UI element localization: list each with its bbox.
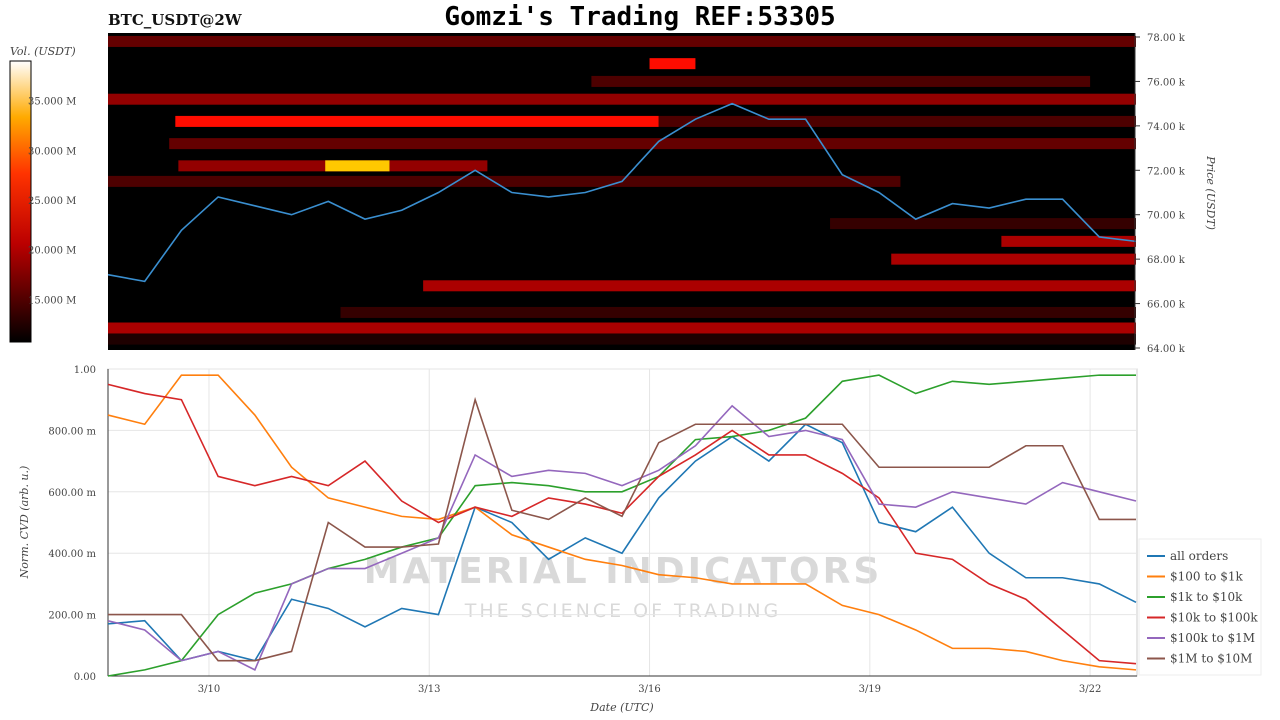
cvd-tick-label: 200.00 m [48,611,96,622]
cvd-line-4 [107,404,1137,671]
heatmap-band [1001,235,1136,247]
price-axis-label: Price (USDT) [1204,155,1217,230]
cvd-line-0 [107,423,1137,662]
price-tick-label: 70.00 k [1147,211,1186,222]
heatmap-band [591,75,1091,87]
price-tick-label: 64.00 k [1147,344,1186,355]
legend-label: all orders [1170,549,1228,563]
cvd-plot-frame [107,368,1138,677]
price-tick-label: 76.00 k [1147,77,1186,88]
heatmap-band [830,218,1136,230]
heatmap-band [649,58,696,70]
watermark-logo: MATERIAL INDICATORS THE SCIENCE OF TRADI… [364,551,883,622]
watermark-line2: THE SCIENCE OF TRADING [464,600,782,622]
colorbar-tick-label: 20.000 M [28,246,76,257]
legend-label: $10k to $100k [1170,611,1258,625]
colorbar [9,60,32,343]
watermark-line1: MATERIAL INDICATORS [364,551,883,592]
colorbar-tick-label: 15.000 M [28,295,76,306]
heatmap-band [175,115,659,127]
colorbar-label: Vol. (USDT) [10,45,76,58]
price-tick-label: 66.00 k [1147,300,1186,311]
legend-label: $1k to $10k [1170,590,1243,604]
heatmap-band [108,93,1136,105]
cvd-tick-label: 800.00 m [48,426,96,437]
cvd-line-3 [107,383,1137,665]
heatmap-band [658,115,1136,127]
cvd-tick-label: 1.00 [74,365,96,376]
date-tick-label: 3/19 [859,684,881,695]
date-axis-label: Date (UTC) [589,701,653,714]
symbol-label: BTC_USDT@2W [108,11,243,29]
price-tick-label: 68.00 k [1147,255,1186,266]
price-tick-label: 78.00 k [1147,33,1186,44]
chart-title: Gomzi's Trading REF:53305 [444,2,835,32]
colorbar-tick-label: 35.000 M [28,97,76,108]
heatmap-band [108,322,1136,334]
cvd-line-1 [107,374,1137,671]
price-tick-label: 72.00 k [1147,166,1186,177]
heatmap-band [340,306,1136,318]
heatmap-band [891,253,1136,265]
heatmap-band [169,138,1136,150]
heatmap-band [108,175,901,187]
cvd-tick-label: 0.00 [74,672,96,683]
cvd-tick-label: 600.00 m [48,488,96,499]
date-tick-label: 3/10 [198,684,220,695]
heatmap-band [325,160,390,172]
legend-label: $100 to $1k [1170,570,1243,584]
date-tick-label: 3/22 [1079,684,1101,695]
legend-label: $100k to $1M [1170,631,1255,645]
price-tick-label: 74.00 k [1147,122,1186,133]
legend [1138,538,1262,676]
colorbar-tick-label: 25.000 M [28,196,76,207]
heatmap-band [108,35,1136,47]
heatmap-band [423,280,1136,292]
legend-label: $1M to $10M [1170,652,1252,666]
cvd-line-5 [108,396,1136,662]
date-tick-label: 3/16 [638,684,660,695]
colorbar-tick-label: 30.000 M [28,146,76,157]
cvd-line-2 [107,374,1136,677]
cvd-tick-label: 400.00 m [48,549,96,560]
date-tick-label: 3/13 [418,684,440,695]
price-line [107,102,1137,283]
cvd-axis-label: Norm. CVD (arb. u.) [18,466,31,580]
heatmap-band [108,333,1136,345]
